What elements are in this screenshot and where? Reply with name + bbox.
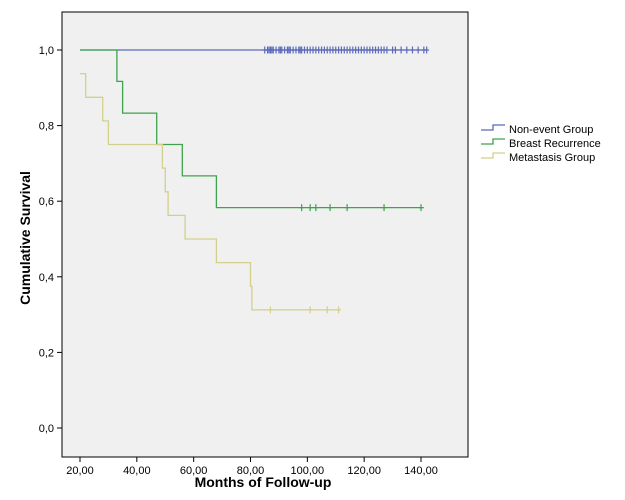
y-tick-label: 0,8 [39,121,54,133]
y-tick-label: 1,0 [39,45,54,57]
legend-label: Breast Recurrence [509,138,601,150]
x-tick-label: 120,00 [347,465,381,477]
legend: Non-event Group Breast Recurrence Metastas… [481,124,601,164]
x-tick-label: 40,00 [123,465,151,477]
legend-label: Metastasis Group [509,152,595,164]
survival-curve [80,72,339,311]
x-tick-label: 140,00 [404,465,438,477]
x-tick-label: 60,00 [180,465,208,477]
plot-background [61,11,469,458]
x-tick-label: 20,00 [66,465,94,477]
axes: 20,00 40,00 60,00 80,00 100,00 120,00 140,00 0,… [39,45,438,477]
series-1 [80,49,424,212]
legend-swatch [481,138,505,145]
survival-curve [80,49,424,209]
series-0 [80,46,430,54]
legend-label: Non-event Group [509,124,593,136]
y-tick-label: 0,4 [39,272,54,284]
x-tick-label: 80,00 [237,465,265,477]
legend-swatch [481,124,505,131]
y-tick-label: 0,6 [39,196,54,208]
series-2 [80,72,342,314]
y-axis-title: Cumulative Survival [17,171,33,305]
y-tick-label: 0,0 [39,423,54,435]
y-tick-label: 0,2 [39,347,54,359]
x-tick-label: 100,00 [291,465,325,477]
legend-swatch [481,152,505,159]
series-layer [80,46,430,314]
x-axis-title: Months of Follow-up [195,474,332,490]
